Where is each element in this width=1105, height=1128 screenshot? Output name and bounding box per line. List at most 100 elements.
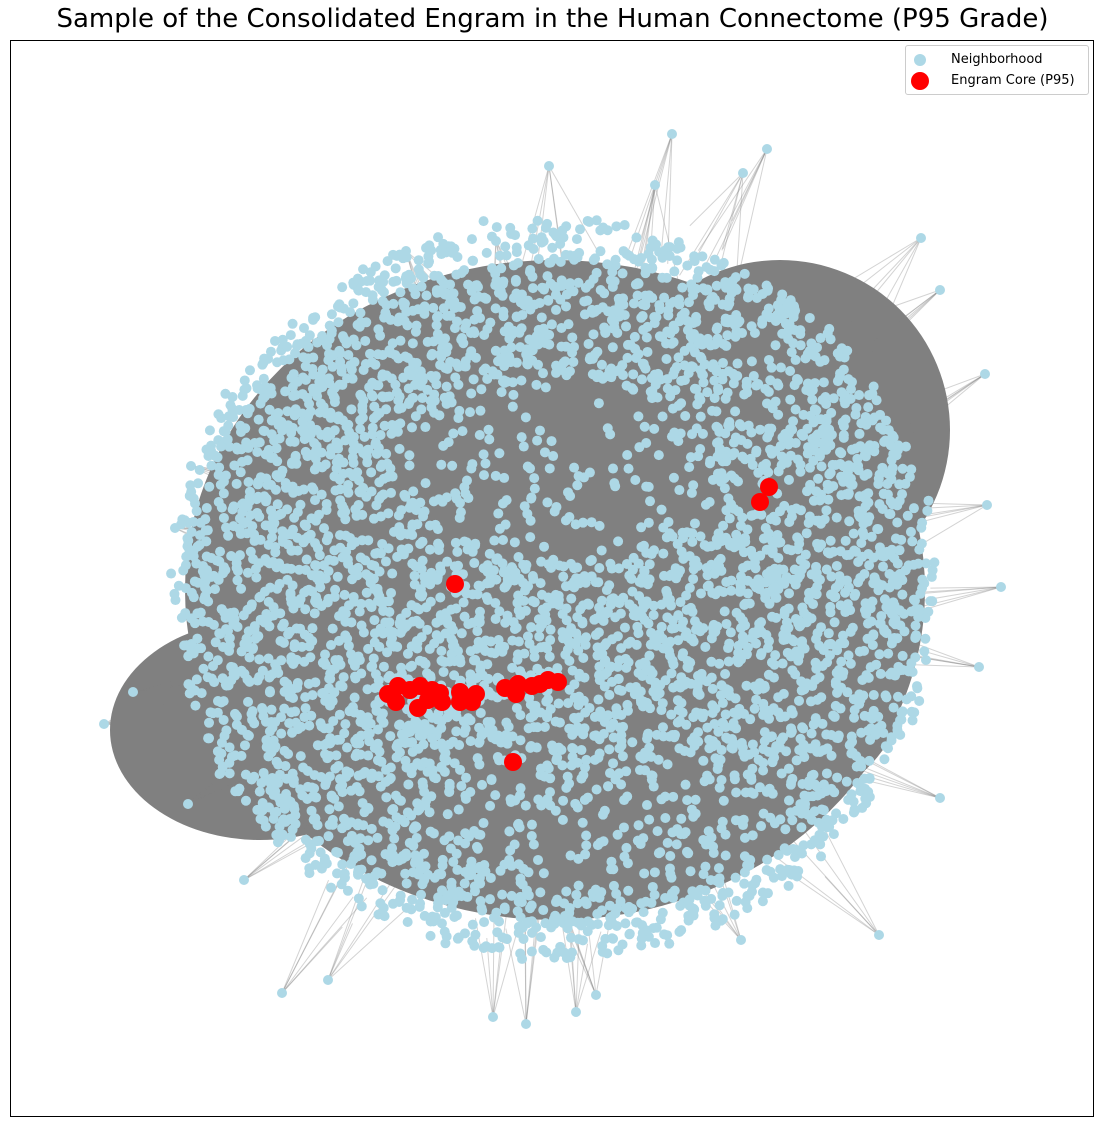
- neighborhood-node: [349, 692, 360, 703]
- neighborhood-node: [528, 722, 539, 733]
- neighborhood-node: [601, 638, 612, 649]
- neighborhood-node: [545, 278, 556, 289]
- neighborhood-node: [278, 618, 289, 629]
- neighborhood-node: [786, 347, 797, 358]
- neighborhood-node: [641, 925, 652, 936]
- neighborhood-node: [382, 647, 393, 658]
- neighborhood-node: [807, 681, 818, 692]
- engram-core-node: [433, 693, 451, 711]
- neighborhood-node: [533, 614, 544, 625]
- neighborhood-node: [662, 759, 673, 770]
- neighborhood-node: [876, 611, 887, 622]
- neighborhood-node: [196, 688, 207, 699]
- neighborhood-node: [770, 591, 781, 602]
- neighborhood-node: [719, 483, 730, 494]
- neighborhood-node: [740, 787, 751, 798]
- neighborhood-node: [361, 587, 372, 598]
- neighborhood-node: [585, 555, 596, 566]
- neighborhood-node: [624, 928, 635, 939]
- neighborhood-node: [483, 424, 494, 435]
- neighborhood-node: [300, 834, 311, 845]
- neighborhood-node: [413, 255, 424, 266]
- neighborhood-node: [453, 804, 464, 815]
- neighborhood-node: [457, 569, 468, 580]
- neighborhood-node: [237, 390, 248, 401]
- neighborhood-node: [658, 548, 669, 559]
- neighborhood-node: [859, 470, 870, 481]
- neighborhood-node: [724, 638, 735, 649]
- neighborhood-node: [184, 544, 195, 555]
- neighborhood-node: [379, 911, 390, 922]
- neighborhood-node-layer: [99, 129, 1006, 1029]
- neighborhood-node: [765, 866, 776, 877]
- neighborhood-node: [206, 460, 217, 471]
- neighborhood-node: [780, 824, 791, 835]
- neighborhood-node: [666, 668, 677, 679]
- neighborhood-node: [419, 786, 430, 797]
- neighborhood-node: [558, 795, 569, 806]
- neighborhood-node: [231, 442, 242, 453]
- neighborhood-node: [586, 571, 597, 582]
- neighborhood-node: [292, 507, 303, 518]
- neighborhood-node: [668, 791, 679, 802]
- neighborhood-node: [344, 427, 355, 438]
- neighborhood-node: [739, 878, 750, 889]
- neighborhood-node: [185, 480, 196, 491]
- neighborhood-node: [561, 603, 572, 614]
- neighborhood-node: [218, 512, 229, 523]
- neighborhood-node: [216, 441, 227, 452]
- neighborhood-node: [404, 460, 415, 471]
- neighborhood-node: [738, 649, 749, 660]
- neighborhood-node: [725, 627, 736, 638]
- neighborhood-node: [687, 536, 698, 547]
- neighborhood-node: [826, 407, 837, 418]
- neighborhood-node: [660, 892, 671, 903]
- neighborhood-node: [580, 639, 591, 650]
- neighborhood-node: [856, 418, 867, 429]
- neighborhood-node: [393, 395, 404, 406]
- neighborhood-node: [675, 900, 686, 911]
- neighborhood-node: [419, 757, 430, 768]
- neighborhood-node: [418, 848, 429, 859]
- neighborhood-node: [811, 663, 822, 674]
- neighborhood-node: [306, 805, 317, 816]
- neighborhood-node: [723, 656, 734, 667]
- neighborhood-node: [476, 384, 487, 395]
- neighborhood-node: [551, 367, 562, 378]
- neighborhood-node: [271, 756, 282, 767]
- neighborhood-node: [604, 689, 615, 700]
- neighborhood-node: [275, 635, 286, 646]
- neighborhood-node: [498, 311, 509, 322]
- neighborhood-node: [558, 571, 569, 582]
- neighborhood-node: [730, 406, 741, 417]
- neighborhood-node: [718, 257, 729, 268]
- neighborhood-node: [298, 537, 309, 548]
- neighborhood-node: [447, 460, 458, 471]
- neighborhood-node: [637, 611, 648, 622]
- neighborhood-node: [487, 724, 498, 735]
- neighborhood-node: [695, 531, 706, 542]
- neighborhood-node: [264, 672, 275, 683]
- neighborhood-node: [529, 483, 540, 494]
- neighborhood-node: [806, 569, 817, 580]
- neighborhood-node: [736, 738, 747, 749]
- neighborhood-node: [323, 531, 334, 542]
- neighborhood-node: [893, 691, 904, 702]
- neighborhood-node: [564, 655, 575, 666]
- neighborhood-node: [672, 717, 683, 728]
- neighborhood-node: [273, 472, 284, 483]
- neighborhood-node: [336, 362, 347, 373]
- neighborhood-node: [352, 818, 363, 829]
- neighborhood-node: [268, 602, 279, 613]
- neighborhood-node: [841, 575, 852, 586]
- neighborhood-node: [333, 801, 344, 812]
- neighborhood-node: [516, 375, 527, 386]
- neighborhood-node: [792, 871, 803, 882]
- neighborhood-node: [290, 706, 301, 717]
- neighborhood-node: [494, 448, 505, 459]
- neighborhood-node: [255, 813, 266, 824]
- neighborhood-node: [541, 947, 552, 958]
- neighborhood-node: [278, 355, 289, 366]
- neighborhood-node: [571, 889, 582, 900]
- neighborhood-node: [315, 582, 326, 593]
